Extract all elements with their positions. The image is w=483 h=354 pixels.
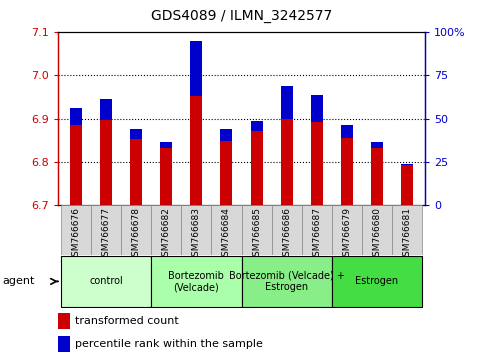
Bar <box>91 205 121 255</box>
Bar <box>392 205 422 255</box>
Bar <box>362 205 392 255</box>
Bar <box>61 205 91 255</box>
Bar <box>332 256 422 307</box>
Bar <box>190 41 202 96</box>
Text: control: control <box>89 276 123 286</box>
Text: GSM766678: GSM766678 <box>132 207 141 262</box>
Bar <box>100 99 112 205</box>
Text: GSM766682: GSM766682 <box>162 207 171 262</box>
Bar <box>281 86 293 119</box>
Bar <box>401 164 413 205</box>
Bar <box>151 205 181 255</box>
Text: GSM766686: GSM766686 <box>282 207 291 262</box>
Text: percentile rank within the sample: percentile rank within the sample <box>75 339 263 349</box>
Text: GSM766679: GSM766679 <box>342 207 351 262</box>
Bar <box>70 108 82 125</box>
Bar <box>70 108 82 205</box>
Bar <box>58 313 70 329</box>
Text: Bortezomib (Velcade) +
Estrogen: Bortezomib (Velcade) + Estrogen <box>228 270 344 292</box>
Bar <box>58 336 70 352</box>
Text: GSM766683: GSM766683 <box>192 207 201 262</box>
Bar <box>371 142 383 148</box>
Bar <box>242 205 271 255</box>
Text: transformed count: transformed count <box>75 316 179 326</box>
Text: GSM766677: GSM766677 <box>101 207 111 262</box>
Bar <box>220 130 232 141</box>
Text: Estrogen: Estrogen <box>355 276 398 286</box>
Bar <box>181 205 212 255</box>
Bar <box>121 205 151 255</box>
Text: GSM766680: GSM766680 <box>372 207 382 262</box>
Bar <box>160 142 172 148</box>
Text: GSM766681: GSM766681 <box>402 207 412 262</box>
Bar <box>302 205 332 255</box>
Bar <box>341 125 353 205</box>
Bar <box>160 142 172 205</box>
Bar <box>251 121 263 131</box>
Bar <box>151 256 242 307</box>
Bar <box>332 205 362 255</box>
Bar <box>281 86 293 205</box>
Bar <box>130 130 142 205</box>
Bar <box>212 205 242 255</box>
Bar <box>311 95 323 205</box>
Text: GDS4089 / ILMN_3242577: GDS4089 / ILMN_3242577 <box>151 9 332 23</box>
Bar <box>271 205 302 255</box>
Bar <box>341 125 353 138</box>
Bar <box>190 41 202 205</box>
Bar <box>61 256 151 307</box>
Bar <box>371 142 383 205</box>
Text: GSM766687: GSM766687 <box>312 207 321 262</box>
Text: GSM766676: GSM766676 <box>71 207 81 262</box>
Text: Bortezomib
(Velcade): Bortezomib (Velcade) <box>169 270 224 292</box>
Bar <box>130 130 142 139</box>
Text: agent: agent <box>2 276 35 286</box>
Bar <box>251 121 263 205</box>
Bar <box>220 130 232 205</box>
Bar <box>311 95 323 122</box>
Bar <box>401 164 413 165</box>
Text: GSM766684: GSM766684 <box>222 207 231 262</box>
Bar <box>100 99 112 120</box>
Bar <box>242 256 332 307</box>
Text: GSM766685: GSM766685 <box>252 207 261 262</box>
